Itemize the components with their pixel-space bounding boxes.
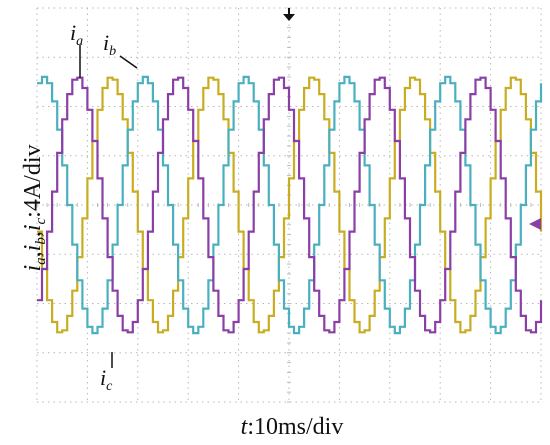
- y-axis-s2: b: [33, 237, 49, 245]
- label-ic-main: i: [100, 365, 106, 390]
- series-line-ia: [37, 76, 543, 334]
- leader-ib: [119, 55, 138, 69]
- series-layer: [37, 75, 543, 335]
- label-ia-main: i: [70, 20, 76, 45]
- label-ib-sub: b: [109, 44, 116, 59]
- y-axis-s3: c: [33, 218, 49, 225]
- svg-text:ib: ib: [103, 30, 116, 59]
- y-axis-s1: a: [33, 257, 49, 265]
- x-axis-unit: :10ms/div: [247, 414, 343, 440]
- label-ib-main: i: [103, 30, 109, 55]
- svg-text:ia: ia: [70, 20, 83, 49]
- svg-text:ic: ic: [100, 365, 113, 394]
- series-line-ic: [37, 76, 543, 334]
- marker-layer: [283, 8, 541, 230]
- label-ib: ib: [103, 30, 138, 69]
- y-axis-label: ia,ib,ic:4A/div: [20, 144, 49, 271]
- trigger-marker-icon: [283, 14, 295, 21]
- x-axis-var: t: [241, 414, 249, 440]
- label-ia: ia: [70, 20, 83, 78]
- y-axis-unit: :4A/div: [20, 144, 46, 217]
- y-axis-comma1: ,: [20, 251, 46, 257]
- level-marker-icon: [529, 218, 541, 230]
- label-ic: ic: [100, 352, 113, 394]
- y-axis-i2: i: [20, 245, 46, 252]
- y-axis-comma2: ,: [20, 231, 46, 237]
- y-axis-i1: i: [20, 265, 46, 272]
- label-ia-sub: a: [76, 34, 83, 49]
- label-ic-sub: c: [106, 379, 113, 394]
- y-axis-i3: i: [20, 225, 46, 232]
- x-axis-label: t:10ms/div: [241, 414, 344, 440]
- series-line-ib: [37, 75, 543, 335]
